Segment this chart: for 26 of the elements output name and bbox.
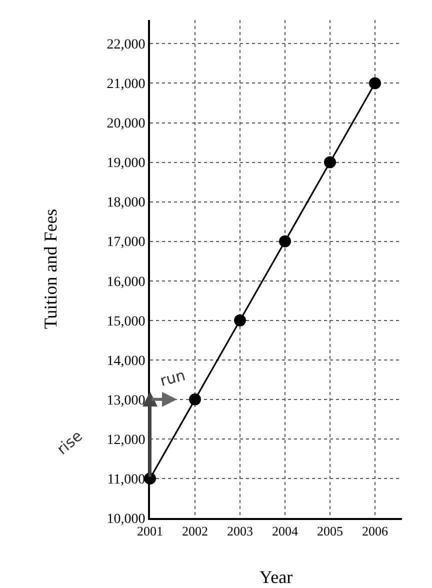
- y-tick-label: 12,000: [106, 432, 146, 448]
- x-tick-label: 2003: [227, 524, 253, 539]
- point: [189, 393, 201, 406]
- y-tick-label: 21,000: [106, 77, 146, 92]
- y-tick-label: 11,000: [107, 472, 146, 488]
- x-axis-title: Year: [259, 567, 293, 587]
- x-tick-label: 2002: [182, 524, 208, 539]
- y-axis-title: Tuition and Fees: [40, 208, 60, 330]
- y-tick-label: 19,000: [106, 156, 146, 172]
- y-tick-label: 18,000: [106, 196, 146, 211]
- y-tick-label: 15,000: [106, 314, 146, 330]
- y-tick-label: 14,000: [106, 354, 146, 369]
- point: [369, 77, 381, 90]
- x-tick-label: 2006: [362, 524, 388, 539]
- text: rise: [53, 426, 86, 458]
- point: [234, 314, 246, 326]
- x-tick-label: 2005: [317, 524, 343, 539]
- y-tick-label: 16,000: [106, 274, 146, 290]
- y-tick-label: 17,000: [106, 235, 146, 250]
- x-tick-label: 2004: [272, 524, 298, 539]
- y-tick-label: 22,000: [106, 38, 146, 53]
- point: [279, 235, 291, 248]
- y-tick-label: 20,000: [106, 116, 146, 132]
- point: [324, 156, 336, 168]
- y-tick-label: 13,000: [106, 393, 146, 408]
- annotation: run: [158, 366, 188, 390]
